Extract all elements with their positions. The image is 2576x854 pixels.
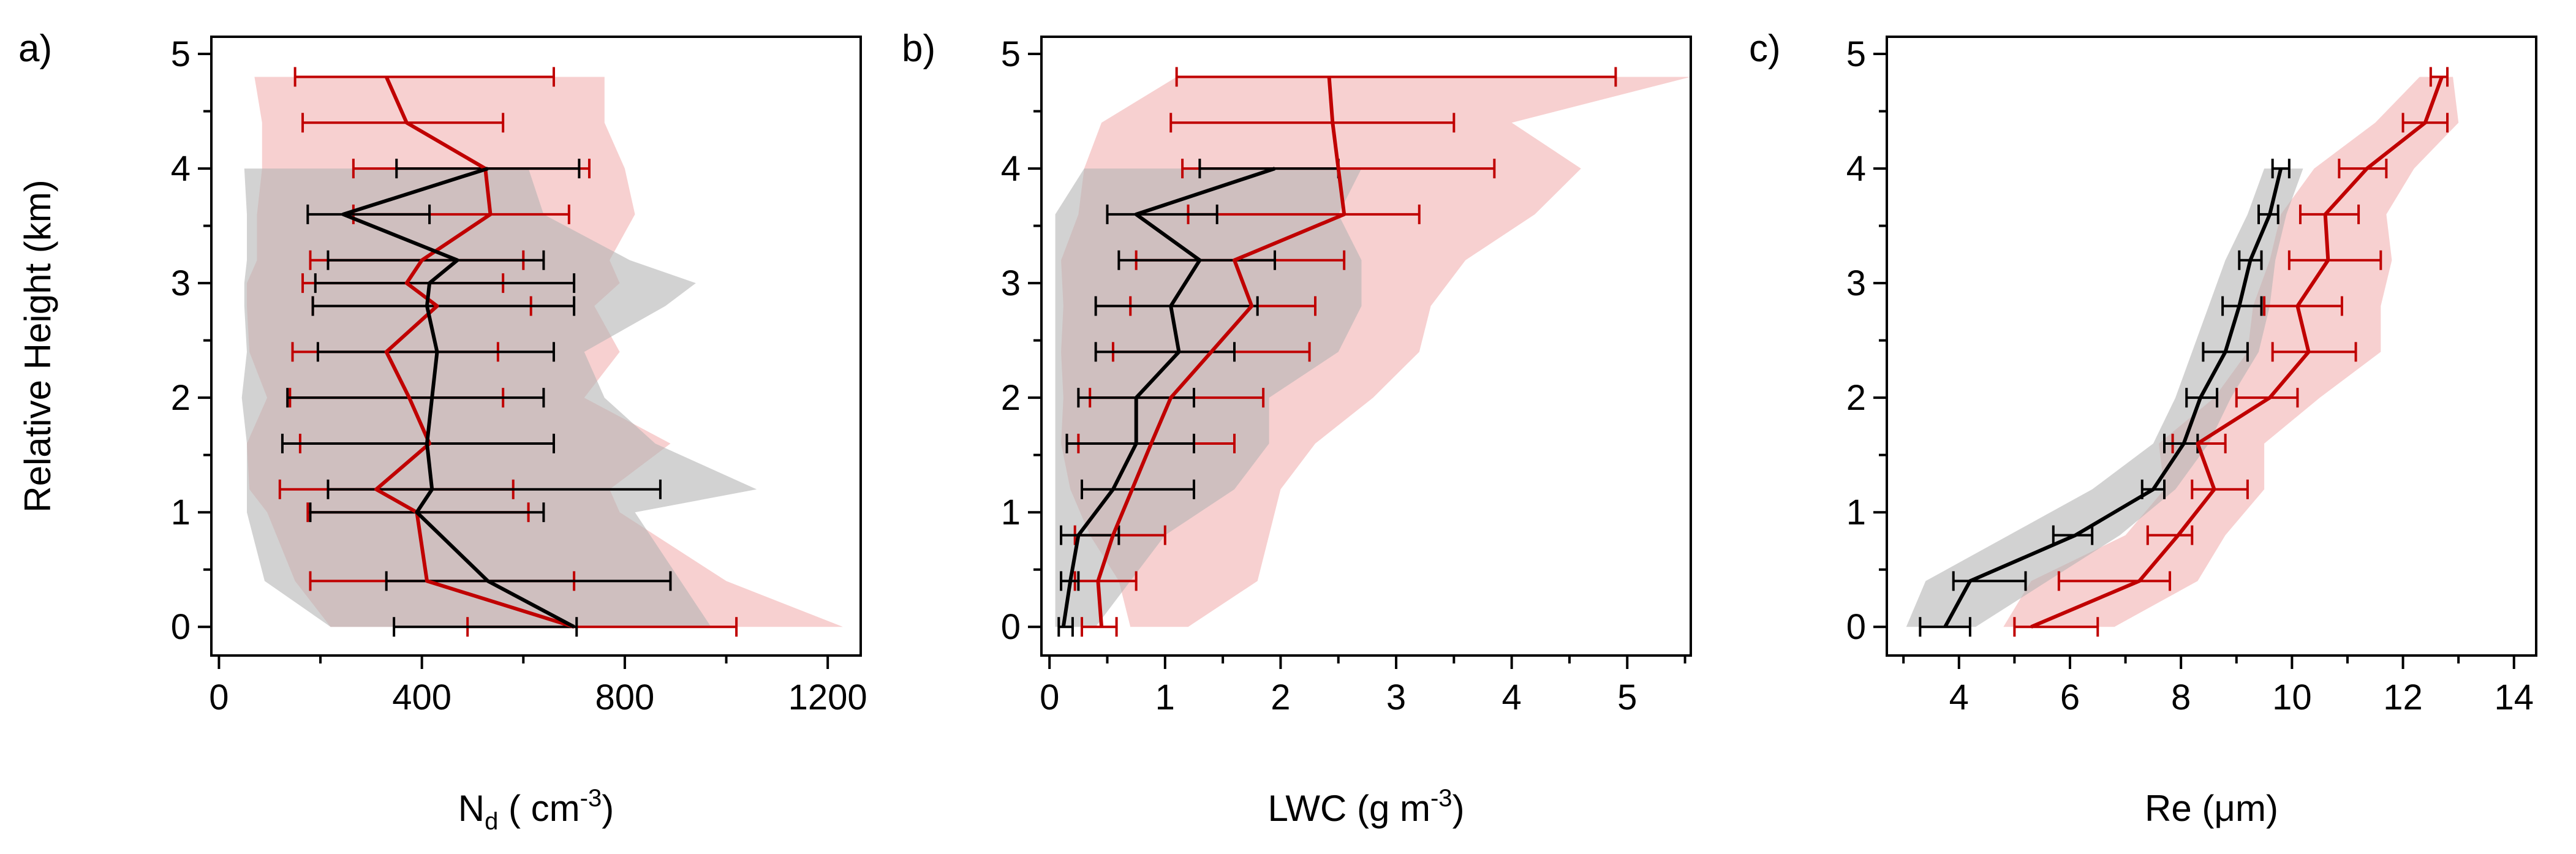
mean-line-red — [2030, 76, 2444, 629]
x-tick-label: 2 — [1271, 678, 1290, 717]
x-axis-label: Re (μm) — [2145, 788, 2278, 829]
y-tick-label: 3 — [171, 263, 191, 303]
y-tick-label: 2 — [1001, 378, 1021, 418]
x-axis-label-main: N — [458, 788, 485, 829]
y-tick-label: 1 — [1001, 493, 1021, 532]
mean-line-black — [341, 167, 575, 629]
y-tick-label: 0 — [1846, 607, 1866, 647]
mean-line-red — [374, 76, 575, 629]
x-tick-label: 14 — [2495, 678, 2534, 717]
x-tick-label: 4 — [1502, 678, 1522, 717]
panel-label: a) — [18, 28, 52, 70]
mean-line-red — [1096, 77, 1347, 627]
y-tick-label: 4 — [1001, 149, 1021, 189]
x-tick-label: 800 — [595, 678, 655, 717]
y-tick-label: 3 — [1846, 263, 1866, 303]
x-tick-label: 0 — [209, 678, 229, 717]
y-tick-label: 5 — [1001, 34, 1021, 74]
x-tick-label: 12 — [2383, 678, 2423, 717]
x-axis-label-superscript: -3 — [1430, 785, 1452, 812]
x-axis-label-unit: ( cm — [498, 788, 580, 829]
x-tick-label: 1200 — [788, 678, 867, 717]
y-tick-label: 0 — [1001, 607, 1021, 647]
x-axis-label-close: ) — [1452, 788, 1465, 829]
panel-label: b) — [902, 28, 935, 70]
plot-frame — [1886, 36, 2537, 657]
x-axis-label-subscript: d — [485, 808, 498, 835]
x-tick-label: 8 — [2171, 678, 2191, 717]
plot-frame — [210, 36, 862, 657]
panel-b: 0 1 2 3 4 5 0 1 2 3 4 5 b) LWC (g m-3) — [902, 28, 1692, 829]
y-tick-label: 1 — [171, 493, 191, 532]
y-axis-label: Relative Height (km) — [17, 179, 58, 513]
x-tick-label: 1 — [1155, 678, 1175, 717]
x-tick-label: 5 — [1617, 678, 1637, 717]
y-tick-label: 5 — [171, 34, 191, 74]
x-tick-label: 6 — [2060, 678, 2080, 717]
y-tick-label: 4 — [171, 149, 191, 189]
x-tick-label: 4 — [1949, 678, 1969, 717]
panel-a: 0 400 800 1200 0 1 2 3 4 5 a) Nd ( cm-3) Relative He… — [17, 28, 867, 835]
y-tick-label: 1 — [1846, 493, 1866, 532]
x-axis-label-main: Re (μm) — [2145, 788, 2278, 829]
panel-label: c) — [1749, 28, 1781, 70]
x-axis-label: Nd ( cm-3) — [458, 785, 614, 835]
x-axis-label-superscript: -3 — [580, 785, 602, 812]
y-tick-label: 3 — [1001, 263, 1021, 303]
y-tick-label: 2 — [1846, 378, 1866, 418]
x-axis-label-main: LWC (g m — [1267, 788, 1430, 829]
mean-line-black — [1943, 168, 2283, 628]
plot-frame — [1040, 36, 1692, 657]
y-tick-label: 4 — [1846, 149, 1866, 189]
y-tick-label: 2 — [171, 378, 191, 418]
x-tick-label: 400 — [392, 678, 451, 717]
y-tick-label: 0 — [171, 607, 191, 647]
x-tick-label: 0 — [1040, 678, 1059, 717]
x-tick-label: 10 — [2272, 678, 2312, 717]
mean-line-black — [1061, 167, 1275, 627]
x-axis-label: LWC (g m-3) — [1267, 785, 1464, 829]
x-axis-label-close: ) — [602, 788, 614, 829]
y-tick-label: 5 — [1846, 34, 1866, 74]
x-tick-label: 3 — [1386, 678, 1406, 717]
